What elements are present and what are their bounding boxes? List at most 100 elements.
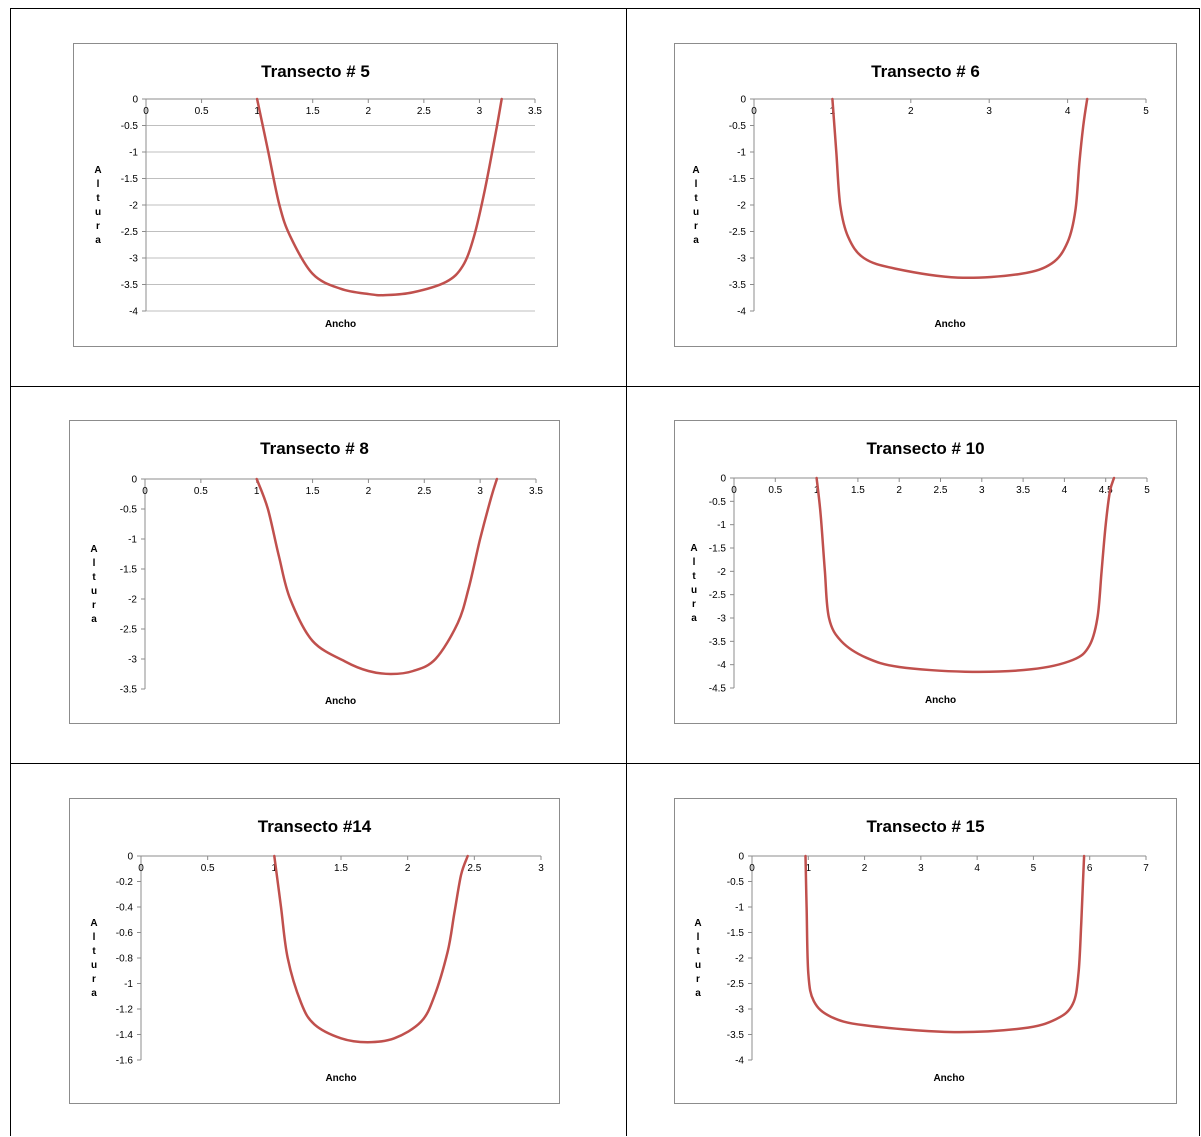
series-line: [804, 854, 1086, 1034]
series-line: [255, 97, 503, 297]
chart-transecto-5: Transecto # 5 0 -0.5 -1 -1.5 -2 -2.5 -3 -3.5 -4 0 0…: [73, 43, 558, 347]
chart-border: [69, 798, 560, 1104]
y-tick-label: -3: [737, 254, 746, 265]
x-tick-label: 3: [477, 486, 483, 497]
x-tick-label: 1: [814, 485, 820, 496]
y-tick-label: -0.4: [116, 903, 134, 914]
x-axis-label: Ancho: [925, 695, 956, 706]
y-tick-label: 0: [131, 475, 137, 486]
table-vertical-divider: [626, 9, 627, 1136]
y-tick-label: -0.5: [709, 497, 727, 508]
chart-title: Transecto # 10: [866, 439, 984, 458]
x-tick-label: 4: [974, 863, 980, 874]
y-tick-label: -2: [129, 201, 138, 212]
y-tick-label: -2.5: [120, 625, 138, 636]
x-tick-label: 0.5: [195, 106, 209, 117]
y-tick-label: -1.5: [121, 174, 139, 185]
table-row-divider-2: [11, 763, 1199, 764]
chart-border: [73, 43, 558, 347]
series-line: [273, 854, 469, 1044]
x-tick-label: 2.5: [417, 106, 431, 117]
x-tick-label: 0: [138, 863, 144, 874]
y-tick-label: -0.5: [729, 121, 747, 132]
x-tick-label: 1: [254, 106, 260, 117]
y-tick-label: -0.5: [121, 121, 139, 132]
x-tick-label: 6: [1087, 863, 1093, 874]
x-axis-label: Ancho: [325, 319, 356, 330]
y-tick-label: -3: [717, 614, 726, 625]
x-tick-label: 1: [806, 863, 812, 874]
y-tick-label: -0.5: [120, 505, 138, 516]
chart-border: [674, 798, 1177, 1104]
y-tick-label: -4: [737, 307, 746, 318]
y-tick-label: -0.8: [116, 954, 134, 965]
y-tick-label: -4: [735, 1056, 744, 1067]
y-tick-label: -1: [735, 903, 744, 914]
series-line: [831, 97, 1089, 280]
x-tick-label: 1.5: [306, 106, 320, 117]
x-tick-label: 2: [896, 485, 902, 496]
x-tick-label: 2: [405, 863, 411, 874]
y-tick-label: -1.5: [727, 928, 745, 939]
x-tick-label: 2: [908, 106, 914, 117]
x-tick-label: 5: [1031, 863, 1037, 874]
x-tick-label: 0: [143, 106, 149, 117]
y-tick-label: -1.5: [709, 544, 727, 555]
chart-title: Transecto #14: [258, 817, 372, 836]
chart-border: [69, 420, 560, 724]
chart-transecto-14: Transecto #14 0 -0.2 -0.4 -0.6 -0.8 -1 -1.2 -1.4…: [69, 798, 560, 1104]
x-tick-label: 0: [749, 863, 755, 874]
y-tick-label: -2: [737, 201, 746, 212]
y-tick-label: 0: [127, 852, 133, 863]
y-tick-label: -3.5: [121, 280, 139, 291]
chart-transecto-8: Transecto # 8 0 -0.5 -1 -1.5 -2 -2.5 -3 -3.5 0 0.5…: [69, 420, 560, 724]
x-tick-label: 2.5: [934, 485, 948, 496]
chart-transecto-15: Transecto # 15 0 -0.5 -1 -1.5 -2 -2.5 -3 -3.5 -4 0…: [674, 798, 1177, 1104]
x-tick-label: 3: [477, 106, 483, 117]
chart-title: Transecto # 8: [260, 439, 369, 458]
y-tick-label: 0: [738, 852, 744, 863]
x-tick-label: 4.5: [1099, 485, 1113, 496]
x-tick-label: 1: [272, 863, 278, 874]
x-tick-label: 1.5: [851, 485, 865, 496]
y-tick-label: -1.2: [116, 1005, 134, 1016]
x-tick-label: 3.5: [1016, 485, 1030, 496]
x-tick-label: 2: [366, 106, 372, 117]
y-tick-label: -2.5: [121, 227, 139, 238]
y-tick-label: -4.5: [709, 684, 727, 695]
y-tick-label: -4: [129, 307, 138, 318]
y-tick-label: -3.5: [120, 685, 138, 696]
x-tick-label: 1: [254, 486, 260, 497]
x-tick-label: 3: [918, 863, 924, 874]
y-tick-label: -1: [124, 979, 133, 990]
y-tick-label: -3.5: [727, 1030, 745, 1041]
y-tick-label: -4: [717, 660, 726, 671]
x-tick-label: 0.5: [768, 485, 782, 496]
chart-border: [674, 43, 1177, 347]
y-tick-label: -1: [129, 148, 138, 159]
x-tick-label: 7: [1143, 863, 1149, 874]
y-tick-label: -1: [717, 520, 726, 531]
chart-title: Transecto # 15: [866, 817, 984, 836]
chart-title: Transecto # 6: [871, 62, 980, 81]
y-tick-label: -2: [128, 595, 137, 606]
x-tick-label: 0: [142, 486, 148, 497]
x-axis-label: Ancho: [933, 1073, 964, 1084]
y-tick-label: -3: [735, 1005, 744, 1016]
chart-transecto-10: Transecto # 10 0 -0.5 -1 -1.5 -2 -2.5 -3 -3.5 -4 -…: [674, 420, 1177, 724]
y-tick-label: -2.5: [727, 979, 745, 990]
y-tick-label: -2: [735, 954, 744, 965]
series-line: [815, 476, 1116, 674]
y-tick-label: -2: [717, 567, 726, 578]
x-tick-label: 3: [986, 106, 992, 117]
x-tick-label: 3.5: [528, 106, 542, 117]
y-tick-label: -3: [128, 655, 137, 666]
y-tick-label: -0.6: [116, 928, 134, 939]
x-tick-label: 1.5: [334, 863, 348, 874]
y-tick-label: -0.5: [727, 877, 745, 888]
